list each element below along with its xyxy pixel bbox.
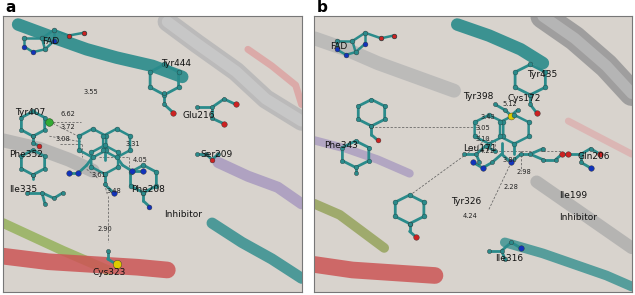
- Text: 2.98: 2.98: [516, 169, 531, 175]
- Text: 3.10: 3.10: [475, 136, 490, 142]
- Text: 3.72: 3.72: [61, 124, 76, 130]
- Text: Tyr435: Tyr435: [527, 70, 558, 79]
- Text: Tyr444: Tyr444: [161, 59, 191, 68]
- Text: Leu171: Leu171: [464, 144, 497, 153]
- Text: FAD: FAD: [42, 37, 59, 45]
- Text: 5.12: 5.12: [502, 101, 517, 107]
- Text: 3.48: 3.48: [106, 189, 121, 194]
- Text: Phe352: Phe352: [9, 150, 43, 159]
- Text: Tyr326: Tyr326: [451, 196, 481, 206]
- Text: Cys323: Cys323: [93, 268, 126, 277]
- Text: Phe208: Phe208: [131, 186, 165, 194]
- Text: 4.05: 4.05: [133, 157, 148, 163]
- Text: 3.61: 3.61: [91, 172, 106, 178]
- Text: Ile199: Ile199: [559, 191, 587, 200]
- Text: b: b: [317, 0, 328, 15]
- Text: 3.31: 3.31: [126, 142, 140, 148]
- Text: 3.55: 3.55: [84, 89, 98, 95]
- Text: Tyr407: Tyr407: [15, 108, 45, 117]
- Text: 6.62: 6.62: [61, 111, 76, 117]
- Text: a: a: [6, 0, 16, 15]
- Text: 2.28: 2.28: [504, 184, 519, 190]
- Text: Tyr398: Tyr398: [464, 92, 494, 101]
- Text: 3.08: 3.08: [55, 136, 70, 142]
- Text: Inhibitor: Inhibitor: [559, 213, 597, 222]
- Text: Inhibitor: Inhibitor: [164, 210, 203, 219]
- Text: Ile316: Ile316: [495, 255, 523, 263]
- Text: 2.90: 2.90: [97, 226, 112, 232]
- Text: Cys172: Cys172: [508, 94, 542, 104]
- Text: 3.05: 3.05: [475, 125, 490, 131]
- Text: FAD: FAD: [330, 42, 347, 51]
- Text: Gln206: Gln206: [578, 153, 610, 161]
- Text: 4.24: 4.24: [462, 213, 478, 219]
- Text: 4.21: 4.21: [480, 148, 495, 154]
- Text: Phe343: Phe343: [324, 141, 358, 150]
- Text: Glu216: Glu216: [182, 111, 215, 120]
- Text: 3.43: 3.43: [480, 114, 495, 120]
- Text: Ser209: Ser209: [200, 150, 232, 159]
- Text: Ile335: Ile335: [9, 186, 37, 194]
- Text: 3.80: 3.80: [502, 157, 517, 163]
